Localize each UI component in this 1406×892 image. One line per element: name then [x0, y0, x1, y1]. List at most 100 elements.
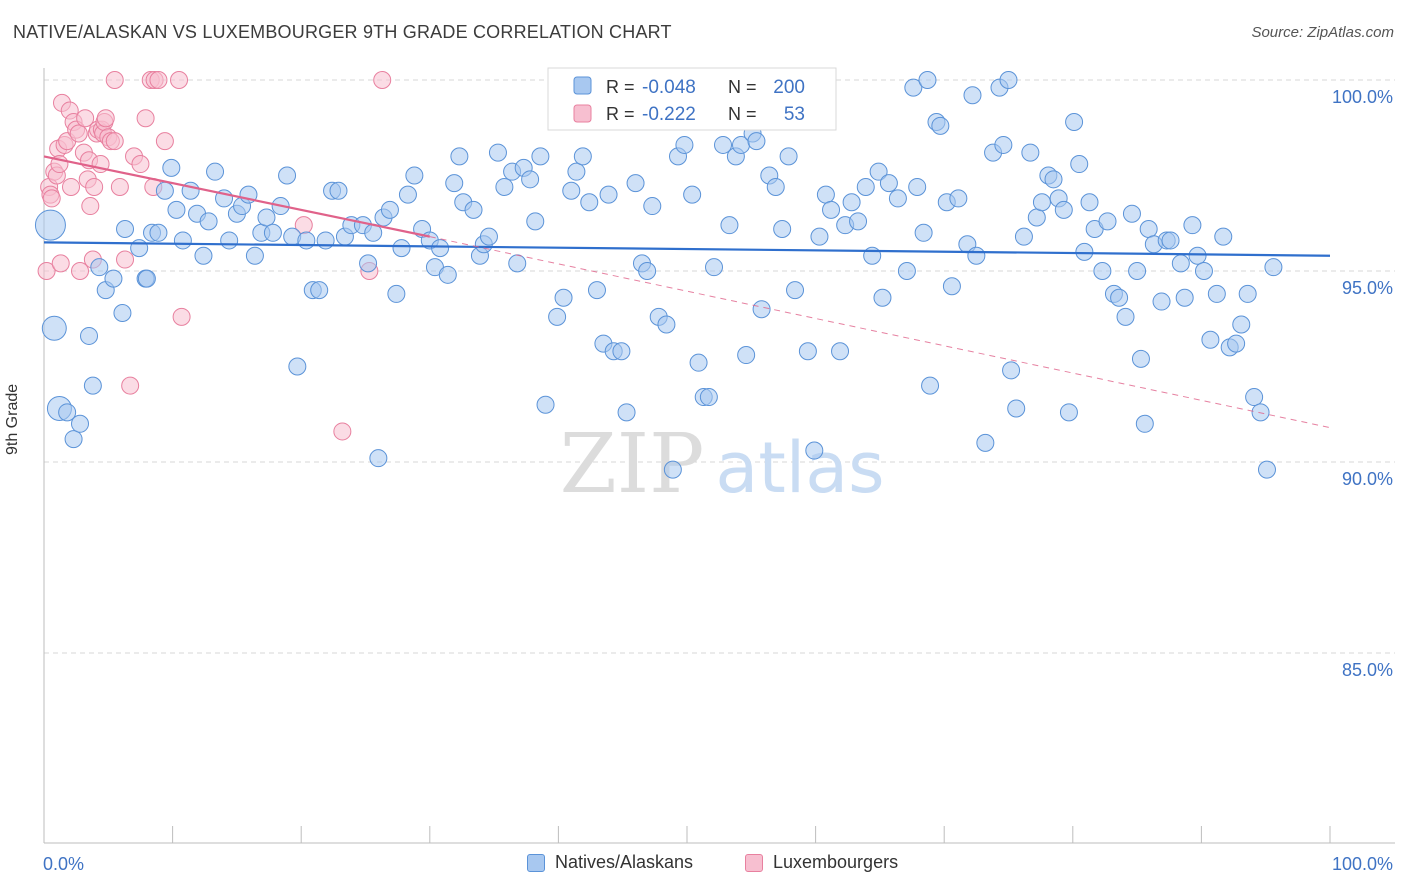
luxembourgers-trendline: [43, 155, 431, 238]
luxembourger-point: [110, 177, 129, 196]
native-point: [1251, 403, 1270, 422]
native-point: [779, 147, 798, 166]
native-point: [849, 212, 868, 231]
native-point: [689, 353, 708, 372]
native-point: [869, 162, 888, 181]
native-point: [104, 269, 123, 288]
native-point: [1128, 262, 1147, 280]
native-point: [816, 185, 835, 204]
native-point: [526, 212, 545, 231]
natives-trendline: [43, 241, 1331, 257]
native-point: [562, 181, 581, 200]
native-point: [1257, 460, 1276, 479]
native-point: [206, 162, 225, 181]
native-point: [90, 258, 109, 277]
native-point: [199, 212, 218, 231]
native-point: [41, 315, 67, 341]
native-point: [752, 300, 771, 319]
native-point: [737, 346, 756, 365]
native-point: [1116, 307, 1135, 326]
native-point: [1207, 284, 1226, 303]
native-point: [548, 307, 567, 326]
native-point: [1054, 200, 1073, 219]
watermark: ZIP atlas: [560, 417, 885, 512]
legend-item-natives: Natives/Alaskans: [527, 852, 693, 873]
luxembourger-point: [37, 262, 56, 280]
native-point: [64, 430, 83, 449]
native-point: [245, 246, 264, 265]
native-point: [1188, 246, 1207, 265]
y-tick-label: 85.0%: [1342, 660, 1393, 680]
native-point: [1007, 399, 1026, 418]
native-point: [479, 227, 498, 246]
luxembourger-point: [62, 177, 81, 196]
legend-item-luxembourgers: Luxembourgers: [745, 852, 898, 873]
luxembourger-point: [136, 109, 155, 128]
luxembourger-point: [105, 132, 124, 151]
native-point: [554, 288, 573, 307]
x-tick-label-start: 0.0%: [43, 854, 84, 874]
native-point: [798, 342, 817, 361]
native-point: [220, 231, 239, 250]
luxembourger-point: [105, 71, 124, 89]
native-point: [1183, 216, 1202, 235]
native-point: [83, 376, 102, 395]
native-point: [638, 262, 657, 280]
native-point: [162, 158, 181, 177]
native-point: [536, 395, 555, 414]
native-point: [431, 239, 450, 258]
chart-title: NATIVE/ALASKAN VS LUXEMBOURGER 9TH GRADE…: [13, 22, 672, 42]
luxembourger-point: [51, 254, 70, 273]
legend-n-label-1: N =: [728, 77, 757, 97]
native-point: [879, 174, 898, 193]
native-point: [288, 357, 307, 376]
luxembourger-point: [116, 250, 135, 269]
x-tick-label-end: 100.0%: [1332, 854, 1393, 874]
luxembourger-point: [85, 177, 104, 196]
native-point: [822, 200, 841, 219]
native-point: [173, 231, 192, 250]
native-point: [1027, 208, 1046, 227]
luxembourgers-points: [37, 71, 392, 441]
native-point: [398, 185, 417, 204]
legend-r-label-2: R =: [606, 104, 635, 124]
native-point: [810, 227, 829, 246]
native-point: [508, 254, 527, 273]
luxembourger-point: [121, 376, 140, 395]
native-point: [587, 281, 606, 300]
native-point: [888, 189, 907, 208]
native-point: [1065, 113, 1084, 132]
native-point: [897, 262, 916, 280]
native-point: [931, 116, 950, 135]
native-point: [914, 223, 933, 242]
legend-label-luxembourgers: Luxembourgers: [773, 852, 899, 872]
native-point: [1194, 262, 1213, 280]
native-point: [643, 197, 662, 216]
native-point: [297, 231, 316, 250]
native-point: [71, 414, 90, 433]
native-point: [1171, 254, 1190, 273]
native-point: [58, 403, 77, 422]
native-point: [113, 304, 132, 323]
native-point: [675, 135, 694, 154]
native-point: [949, 189, 968, 208]
native-point: [1002, 361, 1021, 380]
native-point: [805, 441, 824, 460]
native-point: [1070, 155, 1089, 174]
luxembourger-point: [131, 155, 150, 174]
bottom-legend: Natives/Alaskans Luxembourgers: [0, 852, 1406, 878]
legend-frame: [547, 67, 837, 131]
native-point: [720, 216, 739, 235]
native-point: [380, 200, 399, 219]
native-point: [856, 177, 875, 196]
trendlines: [43, 155, 1331, 429]
native-point: [1135, 414, 1154, 433]
native-point: [392, 239, 411, 258]
native-point: [994, 135, 1013, 154]
luxembourger-point: [71, 262, 90, 280]
luxembourger-point: [76, 109, 95, 128]
native-point: [663, 460, 682, 479]
native-point: [488, 143, 507, 162]
native-point: [612, 342, 631, 361]
